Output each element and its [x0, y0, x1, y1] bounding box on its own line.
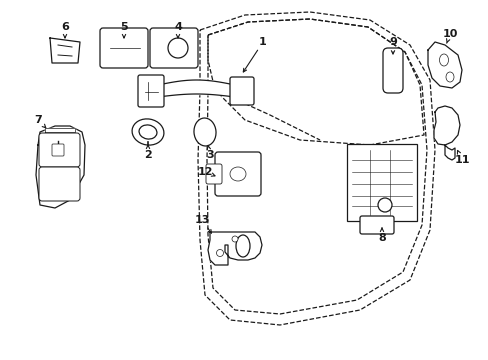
Polygon shape	[433, 106, 459, 145]
Ellipse shape	[439, 54, 447, 66]
Text: 2: 2	[144, 150, 152, 160]
Ellipse shape	[236, 235, 249, 257]
FancyBboxPatch shape	[382, 48, 402, 93]
FancyBboxPatch shape	[346, 144, 416, 221]
Text: 3: 3	[206, 150, 213, 160]
Text: 9: 9	[388, 37, 396, 47]
Ellipse shape	[132, 119, 163, 145]
FancyBboxPatch shape	[138, 75, 163, 107]
Text: 10: 10	[442, 29, 457, 39]
Ellipse shape	[216, 249, 223, 256]
Text: 13: 13	[194, 215, 209, 225]
Text: 6: 6	[61, 22, 69, 32]
FancyBboxPatch shape	[215, 152, 261, 196]
FancyBboxPatch shape	[52, 144, 64, 156]
Polygon shape	[45, 128, 75, 132]
FancyBboxPatch shape	[39, 167, 80, 201]
FancyBboxPatch shape	[39, 133, 80, 167]
Text: 11: 11	[453, 155, 469, 165]
Text: 7: 7	[34, 115, 42, 125]
Text: 4: 4	[174, 22, 182, 32]
Ellipse shape	[139, 125, 157, 139]
Ellipse shape	[445, 72, 453, 82]
FancyBboxPatch shape	[150, 28, 198, 68]
Text: 12: 12	[197, 167, 212, 177]
FancyBboxPatch shape	[229, 77, 253, 105]
FancyBboxPatch shape	[205, 164, 222, 184]
FancyBboxPatch shape	[100, 28, 148, 68]
Polygon shape	[36, 126, 85, 208]
Text: 8: 8	[377, 233, 385, 243]
Polygon shape	[444, 145, 454, 160]
Polygon shape	[427, 42, 461, 88]
FancyBboxPatch shape	[359, 216, 393, 234]
Polygon shape	[50, 38, 80, 63]
Polygon shape	[207, 232, 262, 265]
Ellipse shape	[194, 118, 216, 146]
Text: 5: 5	[120, 22, 127, 32]
Ellipse shape	[377, 198, 391, 212]
Ellipse shape	[168, 38, 187, 58]
Text: 1: 1	[259, 37, 266, 47]
Ellipse shape	[231, 236, 238, 242]
Ellipse shape	[229, 167, 245, 181]
